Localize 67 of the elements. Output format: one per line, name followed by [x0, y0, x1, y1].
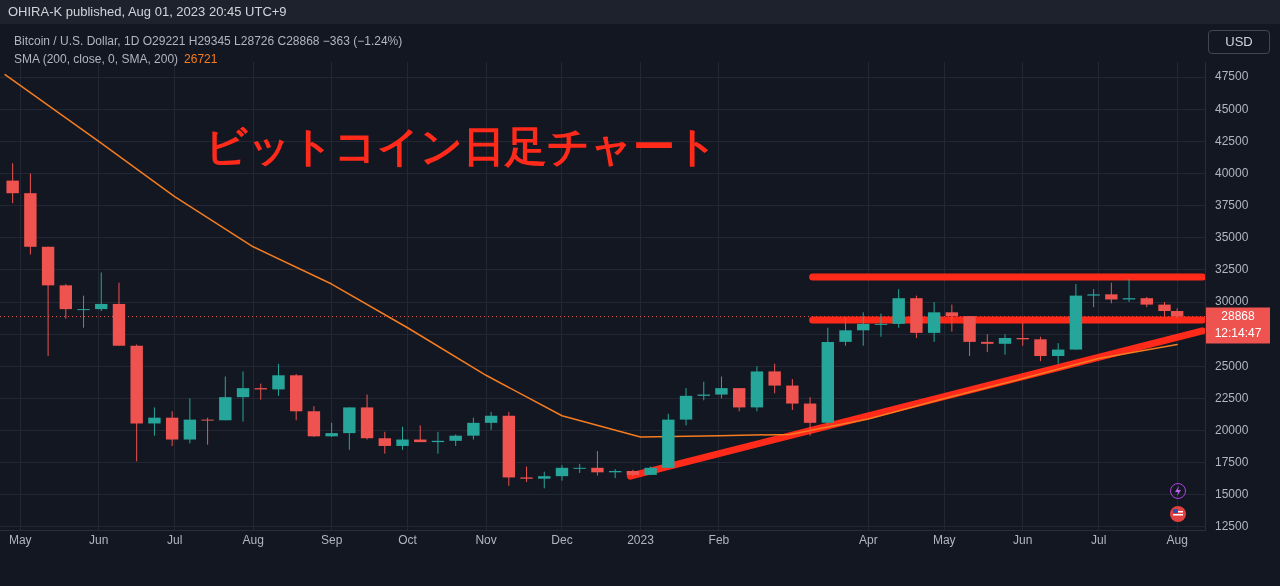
candlestick	[857, 311, 870, 347]
text: 12:14:47	[1214, 325, 1262, 340]
candlestick	[998, 333, 1012, 356]
x-tick-label: Aug	[242, 532, 264, 547]
candlestick	[467, 417, 480, 441]
candlestick	[591, 450, 604, 477]
x-tick-label: Dec	[551, 532, 573, 547]
y-tick-label: 47500	[1215, 69, 1249, 84]
x-tick-label: Sep	[320, 532, 343, 547]
candlestick	[378, 431, 391, 455]
y-tick-label: 37500	[1215, 197, 1249, 212]
y-tick-label: 12500	[1215, 519, 1249, 534]
x-tick-label: Oct	[398, 532, 418, 547]
candlestick	[396, 426, 409, 451]
candlestick	[201, 417, 214, 446]
annotation: 26721	[184, 52, 218, 66]
candlestick	[148, 406, 161, 437]
x-tick-label: May	[8, 532, 32, 547]
candlestick	[733, 387, 746, 412]
candlestick	[768, 363, 781, 394]
y-tick-label: 40000	[1215, 165, 1249, 180]
x-tick-label: Nov	[475, 532, 497, 547]
chart-subtitle: OHIRA-K published, Aug 01, 2023 20:45 UTC+9	[0, 0, 1280, 24]
candlestick	[803, 396, 817, 437]
y-tick-label: 32500	[1215, 262, 1249, 277]
candlestick	[1105, 282, 1118, 304]
candlestick	[165, 410, 179, 447]
x-tick-label: Jul	[1091, 532, 1107, 547]
y-tick-label: 20000	[1215, 422, 1249, 437]
x-tick-label: Aug	[1166, 532, 1188, 547]
x-tick-label: Apr	[858, 532, 878, 547]
candlestick	[555, 464, 569, 482]
candlestick	[272, 363, 285, 397]
candlestick	[183, 397, 197, 444]
x-tick-label: Jun	[89, 532, 109, 547]
series-label: SMA (200, close, 0, SMA, 200)	[14, 52, 179, 66]
annotation: ビットコイン日足チャート	[205, 121, 718, 171]
ref-line-label: 28868	[1221, 308, 1256, 323]
chart-title: Bitcoin / U.S. Dollar, 1D O29221 H29345 L28726 C28868 −363 (−1.24%)	[14, 34, 403, 48]
y-tick-label: 45000	[1215, 101, 1249, 116]
y-tick-label: 42500	[1215, 133, 1249, 148]
candlestick	[1051, 342, 1065, 365]
x-tick-label: Jun	[1013, 532, 1033, 547]
candlestick	[6, 162, 19, 204]
y-tick-label: 30000	[1215, 294, 1249, 309]
candlestick	[484, 411, 498, 431]
candlestick	[77, 295, 90, 329]
y-tick-label: 35000	[1215, 230, 1249, 245]
x-tick-label: 2023	[627, 532, 655, 547]
candlestick	[874, 313, 888, 338]
candlestick	[219, 376, 232, 421]
candlestick	[236, 370, 250, 423]
x-tick-label: Jul	[167, 532, 183, 547]
y-tick-label: 22500	[1215, 390, 1249, 405]
candlestick	[679, 387, 693, 426]
candlestick	[95, 271, 108, 312]
candlestick	[839, 316, 852, 347]
x-tick-label: Feb	[708, 532, 730, 547]
y-axis-title: USD	[1208, 30, 1270, 54]
y-tick-label: 15000	[1215, 487, 1249, 502]
candlestick	[715, 376, 728, 399]
y-tick-label: 25000	[1215, 358, 1249, 373]
candlestick	[786, 378, 799, 411]
x-tick-label: May	[932, 532, 956, 547]
candlestick	[1034, 336, 1047, 362]
candlestick	[927, 301, 941, 343]
y-tick-label: 17500	[1215, 454, 1249, 469]
